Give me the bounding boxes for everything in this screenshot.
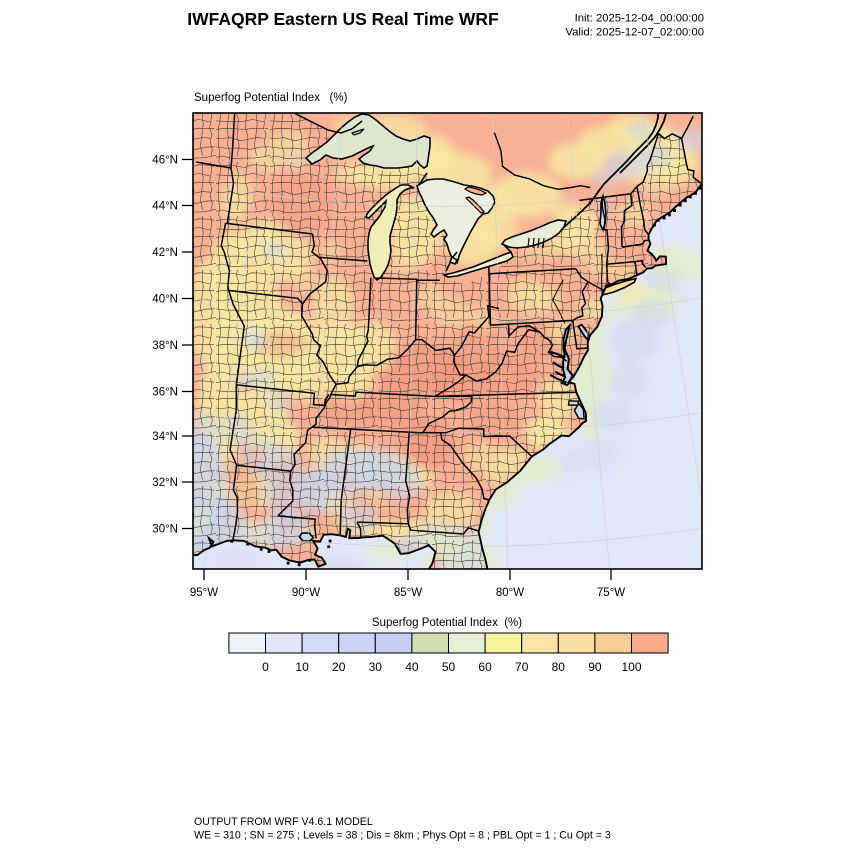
svg-text:10: 10: [295, 660, 309, 674]
svg-text:38°N: 38°N: [152, 340, 178, 352]
svg-text:OUTPUT FROM WRF V4.6.1 MODEL: OUTPUT FROM WRF V4.6.1 MODEL: [194, 816, 373, 828]
svg-text:90°W: 90°W: [292, 587, 320, 599]
svg-text:IWFAQRP Eastern US Real Time W: IWFAQRP Eastern US Real Time WRF: [187, 9, 499, 29]
svg-text:30: 30: [369, 660, 383, 674]
svg-text:20: 20: [332, 660, 346, 674]
svg-text:40°N: 40°N: [152, 294, 178, 306]
svg-text:WE = 310 ; SN = 275 ; Levels =: WE = 310 ; SN = 275 ; Levels = 38 ; Dis …: [194, 830, 611, 842]
svg-text:30°N: 30°N: [152, 524, 178, 536]
svg-text:46°N: 46°N: [152, 155, 178, 167]
svg-text:36°N: 36°N: [152, 387, 178, 399]
svg-text:40: 40: [405, 660, 419, 674]
svg-text:70: 70: [515, 660, 529, 674]
svg-text:75°W: 75°W: [597, 587, 625, 599]
svg-text:44°N: 44°N: [152, 201, 178, 213]
svg-text:0: 0: [262, 660, 269, 674]
svg-text:50: 50: [442, 660, 456, 674]
svg-text:85°W: 85°W: [394, 587, 422, 599]
svg-text:100: 100: [621, 660, 641, 674]
svg-text:80°W: 80°W: [496, 587, 524, 599]
svg-text:34°N: 34°N: [152, 431, 178, 443]
svg-text:60: 60: [478, 660, 492, 674]
svg-text:80: 80: [552, 660, 566, 674]
svg-text:Superfog Potential Index (%): Superfog Potential Index (%): [372, 617, 522, 629]
svg-text:42°N: 42°N: [152, 247, 178, 259]
svg-text:95°W: 95°W: [190, 587, 218, 599]
svg-text:Valid: 2025-12-07_02:00:00: Valid: 2025-12-07_02:00:00: [565, 27, 704, 39]
svg-text:90: 90: [588, 660, 602, 674]
svg-text:Superfog Potential Index (%): Superfog Potential Index (%): [194, 92, 348, 104]
svg-text:32°N: 32°N: [152, 477, 178, 489]
svg-text:Init: 2025-12-04_00:00:00: Init: 2025-12-04_00:00:00: [575, 13, 704, 25]
